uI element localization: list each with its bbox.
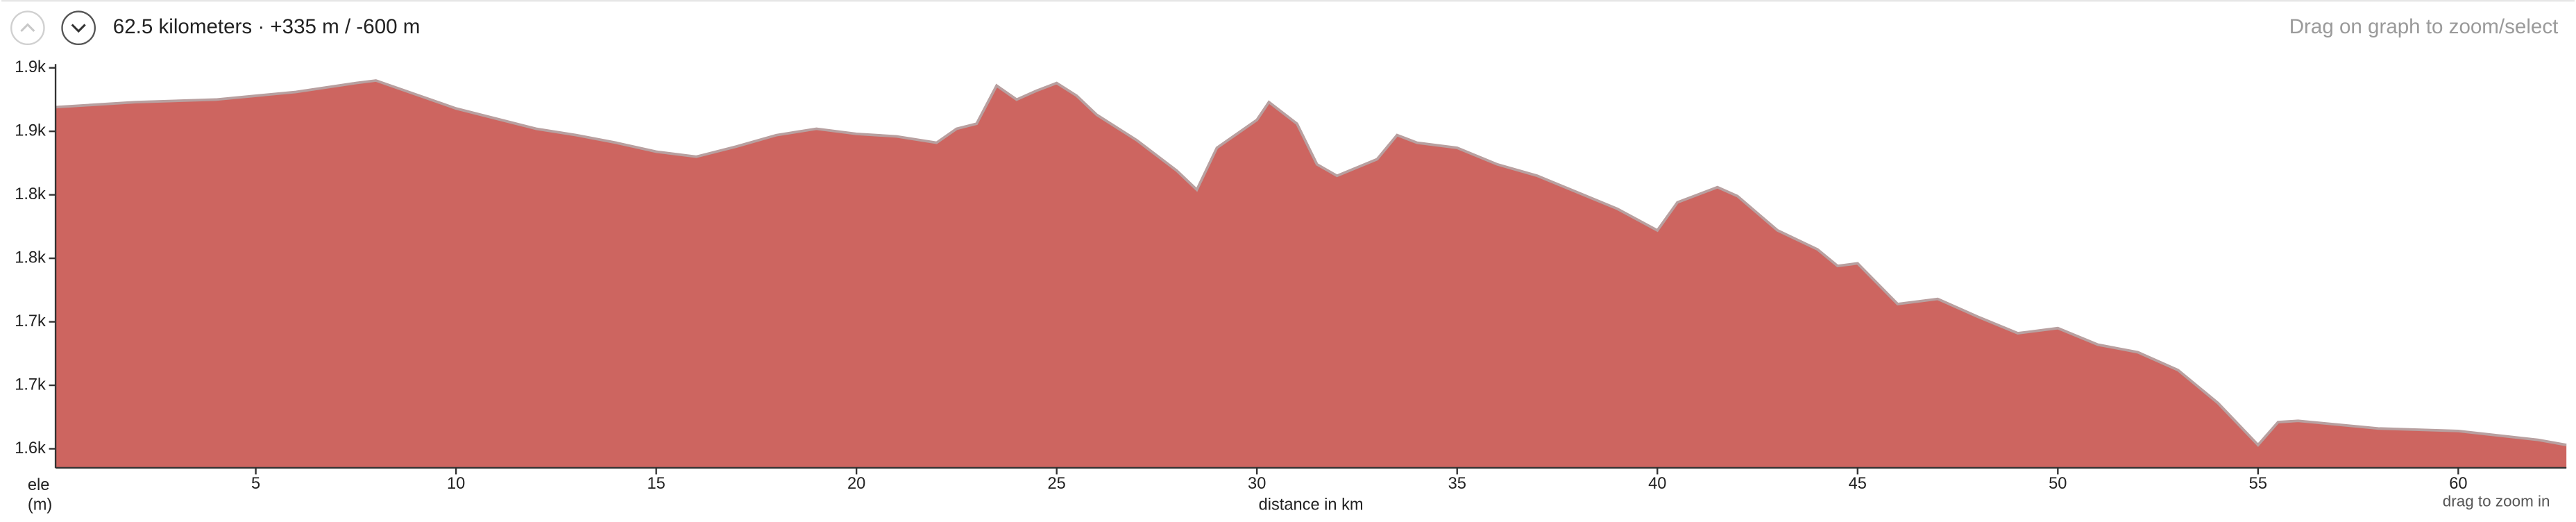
y-tick-label: 1.6k [15,439,46,457]
collapse-button[interactable] [10,10,45,46]
x-tick-label: 35 [1448,475,1466,493]
y-axis-label: (m) [28,496,52,514]
x-axis-label: distance in km [1259,496,1364,514]
y-tick-label: 1.8k [15,249,46,267]
y-tick-label: 1.7k [15,312,46,330]
x-tick-label: 55 [2249,475,2267,493]
x-tick-label: 25 [1048,475,1066,493]
y-tick-label: 1.9k [15,121,46,140]
y-tick-label: 1.9k [15,58,46,76]
x-tick-label: 40 [1648,475,1666,493]
x-tick-label: 10 [447,475,465,493]
x-tick-label: 60 [2449,475,2467,493]
y-tick-label: 1.8k [15,185,46,203]
zoom-hint-bottom: drag to zoom in [2443,493,2550,510]
x-tick-label: 20 [847,475,865,493]
x-tick-label: 5 [251,475,260,493]
y-axis-label: ele [28,476,50,494]
x-tick-label: 30 [1248,475,1266,493]
elevation-line [55,79,2567,447]
expand-button[interactable] [61,10,96,46]
elevation-area [56,81,2567,468]
x-tick-label: 50 [2049,475,2067,493]
y-tick-label: 1.7k [15,376,46,394]
x-tick-label: 15 [647,475,665,493]
x-tick-label: 45 [1849,475,1867,493]
route-summary: 62.5 kilometers · +335 m / -600 m [113,15,421,38]
zoom-hint: Drag on graph to zoom/select [2289,15,2559,38]
